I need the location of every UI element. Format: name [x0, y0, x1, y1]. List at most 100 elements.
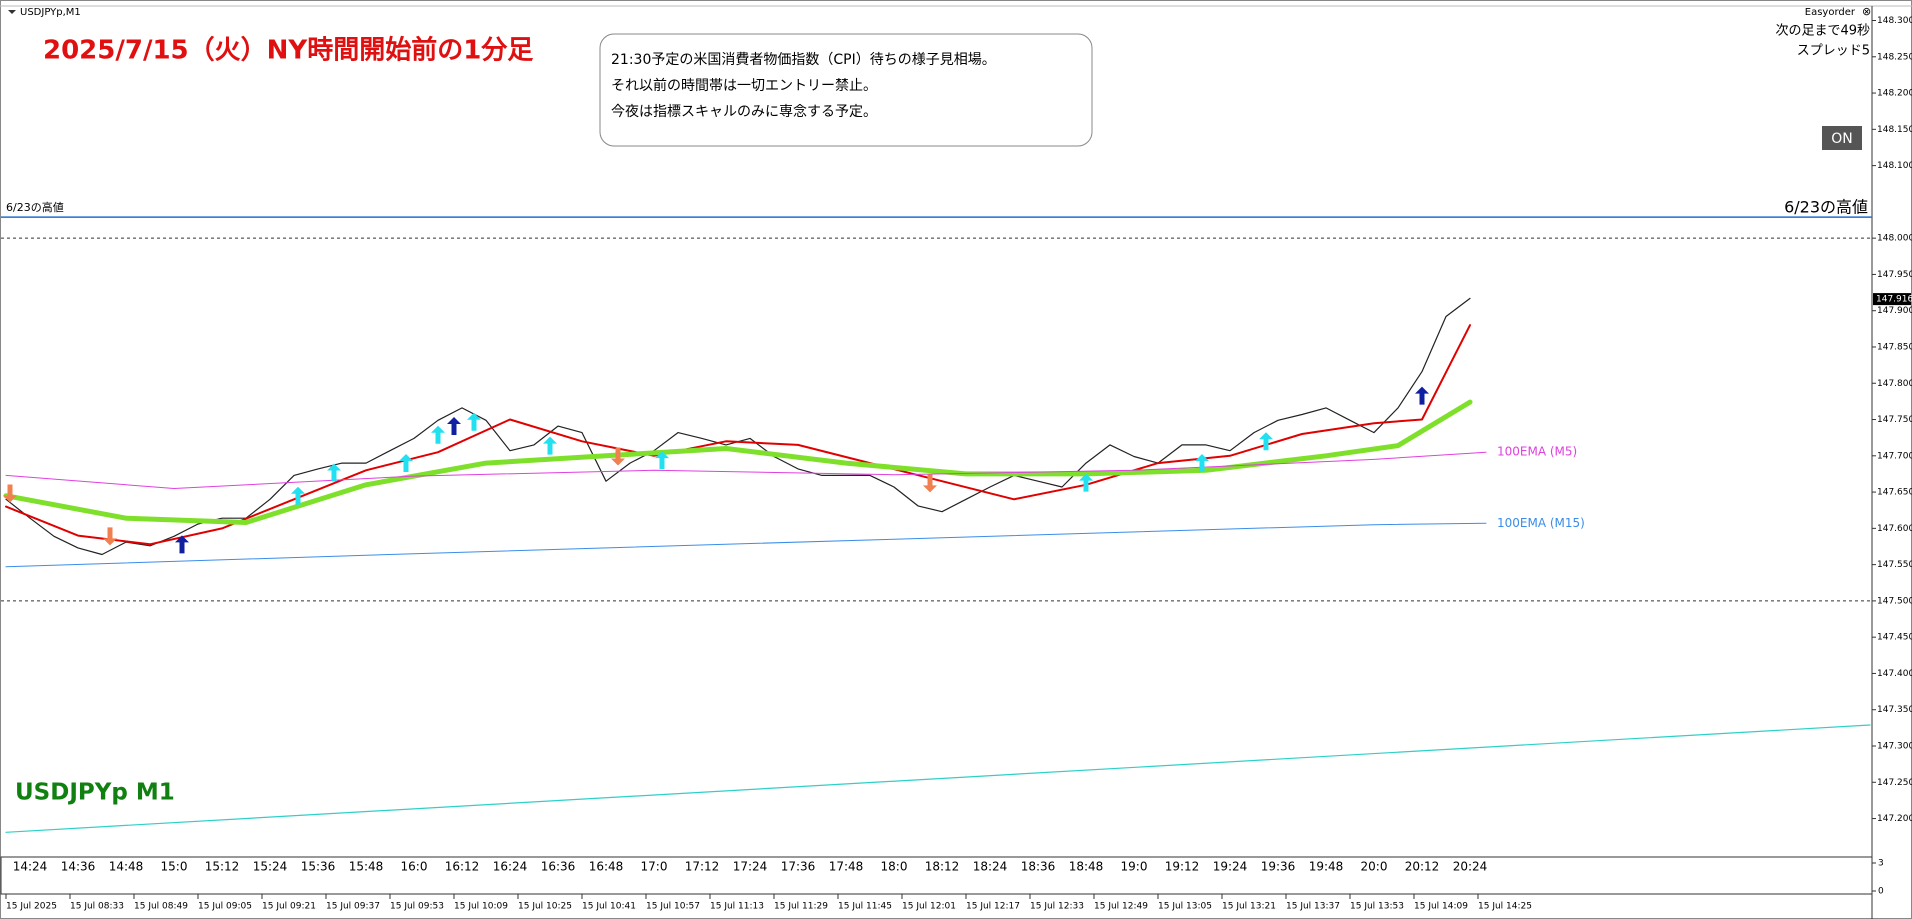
x-tick-label: 17:36: [781, 860, 816, 874]
y-tick-label: 147.450: [1877, 633, 1912, 643]
sub-y-tick-label: 0: [1878, 887, 1884, 897]
x-tick-label-2: 15 Jul 12:33: [1030, 902, 1084, 912]
y-tick-label: 148.200: [1877, 89, 1912, 99]
signal-arrow: [3, 484, 17, 503]
y-tick-label: 147.850: [1877, 342, 1912, 352]
y-tick-label: 147.700: [1877, 451, 1912, 461]
x-tick-label: 15:48: [349, 860, 384, 874]
x-tick-label-2: 15 Jul 14:09: [1414, 902, 1468, 912]
x-tick-label: 19:48: [1309, 860, 1344, 874]
sub-window: [0, 856, 1873, 895]
x-tick-label-2: 15 Jul 09:21: [262, 902, 316, 912]
x-tick-label: 16:0: [401, 860, 428, 874]
menu-icon[interactable]: [8, 10, 16, 14]
x-tick-label-2: 15 Jul 2025: [6, 902, 57, 912]
symbol-label: USDJPYp M1: [15, 780, 175, 806]
on-button[interactable]: [1822, 126, 1862, 150]
x-tick-label: 17:48: [829, 860, 864, 874]
x-tick-label: 15:12: [205, 860, 240, 874]
y-tick-label: 147.600: [1877, 524, 1912, 534]
x-tick-label-2: 15 Jul 10:09: [454, 902, 508, 912]
signal-arrow: [611, 447, 625, 466]
x-tick-label-2: 15 Jul 08:33: [70, 902, 124, 912]
hline-label: 6/23の高値: [1784, 198, 1868, 217]
signal-arrow: [467, 412, 481, 431]
y-tick-label: 148.000: [1877, 234, 1912, 244]
x-tick-label-2: 15 Jul 11:13: [710, 902, 764, 912]
series-line: [5, 724, 1871, 833]
x-tick-label-2: 15 Jul 12:49: [1094, 902, 1148, 912]
signal-arrow: [1195, 454, 1209, 473]
signal-arrow: [291, 486, 305, 505]
signal-arrow: [431, 425, 445, 444]
x-tick-label: 20:12: [1405, 860, 1440, 874]
signal-arrow: [1079, 473, 1093, 492]
x-tick-label-2: 15 Jul 10:25: [518, 902, 572, 912]
y-tick-label: 147.550: [1877, 560, 1912, 570]
y-tick-label: 147.900: [1877, 306, 1912, 316]
x-tick-label-2: 15 Jul 09:53: [390, 902, 444, 912]
x-tick-label: 17:12: [685, 860, 720, 874]
x-tick-label: 18:0: [881, 860, 908, 874]
x-tick-label-2: 15 Jul 12:17: [966, 902, 1020, 912]
series-line: [5, 522, 1487, 568]
x-tick-label-2: 15 Jul 13:37: [1286, 902, 1340, 912]
x-tick-label: 19:12: [1165, 860, 1200, 874]
x-tick-label: 19:36: [1261, 860, 1296, 874]
chart-title: 2025/7/15（火）NY時間開始前の1分足: [43, 35, 533, 66]
x-tick-label: 20:24: [1453, 860, 1488, 874]
x-tick-label: 18:12: [925, 860, 960, 874]
y-tick-label: 148.300: [1877, 16, 1912, 26]
note-line: それ以前の時間帯は一切エントリー禁止。: [611, 77, 877, 94]
spread: スプレッド5: [1797, 44, 1870, 59]
x-tick-label: 19:0: [1121, 860, 1148, 874]
y-tick-label: 147.750: [1877, 415, 1912, 425]
signal-arrow: [447, 417, 461, 436]
x-tick-label: 14:48: [109, 860, 144, 874]
x-tick-label: 15:24: [253, 860, 288, 874]
x-tick-label-2: 15 Jul 12:01: [902, 902, 956, 912]
y-tick-label: 147.300: [1877, 742, 1912, 752]
last-price-label: 147.916: [1876, 295, 1912, 305]
last-price-box: [1873, 293, 1911, 306]
signal-arrow: [175, 535, 189, 554]
y-tick-label: 148.250: [1877, 52, 1912, 62]
x-tick-label: 15:36: [301, 860, 336, 874]
y-tick-label: 148.150: [1877, 125, 1912, 135]
x-tick-label: 17:24: [733, 860, 768, 874]
next-bar: 次の足まで49秒: [1775, 24, 1870, 39]
x-tick-label: 18:48: [1069, 860, 1104, 874]
y-tick-label: 147.650: [1877, 488, 1912, 498]
x-tick-label-2: 15 Jul 14:25: [1478, 902, 1532, 912]
series-label: 100EMA (M15): [1497, 516, 1585, 530]
x-tick-label: 17:0: [641, 860, 668, 874]
y-tick-label: 148.100: [1877, 161, 1912, 171]
signal-arrow: [655, 451, 669, 470]
x-tick-label: 15:0: [161, 860, 188, 874]
note-line: 21:30予定の米国消費者物価指数（CPI）待ちの様子見相場。: [611, 52, 996, 68]
x-tick-label-2: 15 Jul 13:53: [1350, 902, 1404, 912]
y-tick-label: 147.800: [1877, 379, 1912, 389]
x-tick-label-2: 15 Jul 09:05: [198, 902, 252, 912]
signal-arrow: [923, 474, 937, 493]
y-tick-label: 147.250: [1877, 778, 1912, 788]
note-line: 今夜は指標スキャルのみに専念する予定。: [611, 104, 877, 120]
panel-close[interactable]: ⊗: [1862, 5, 1871, 18]
x-tick-label: 16:36: [541, 860, 576, 874]
x-tick-label-2: 15 Jul 13:21: [1222, 902, 1276, 912]
x-tick-label: 18:24: [973, 860, 1008, 874]
x-tick-label: 20:0: [1361, 860, 1388, 874]
x-tick-label: 16:48: [589, 860, 624, 874]
on-button-label[interactable]: ON: [1831, 131, 1853, 147]
x-tick-label-2: 15 Jul 09:37: [326, 902, 380, 912]
signal-arrow: [399, 454, 413, 473]
x-tick-label: 18:36: [1021, 860, 1056, 874]
x-tick-label-2: 15 Jul 08:49: [134, 902, 188, 912]
x-tick-label-2: 15 Jul 11:29: [774, 902, 828, 912]
window-title: USDJPYp,M1: [20, 7, 81, 18]
note-box: [599, 33, 1093, 147]
x-tick-label-2: 15 Jul 10:41: [582, 902, 636, 912]
x-tick-label: 16:12: [445, 860, 480, 874]
signal-arrow: [1259, 432, 1273, 451]
